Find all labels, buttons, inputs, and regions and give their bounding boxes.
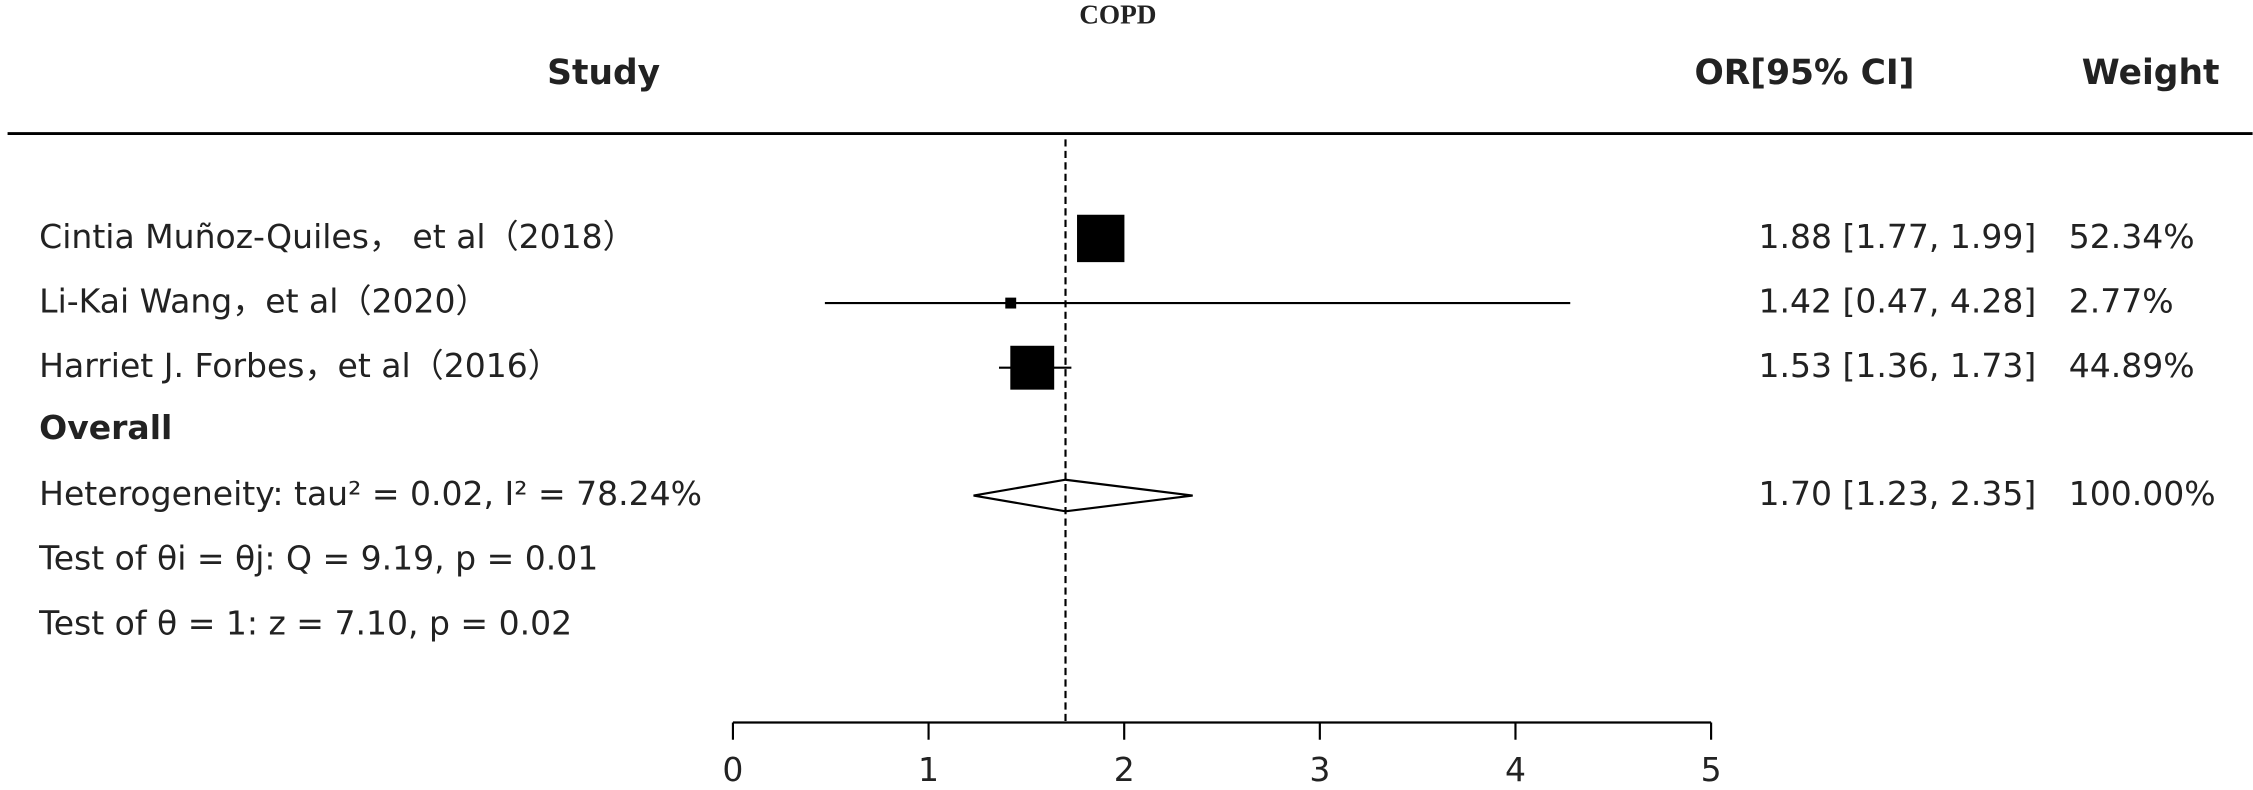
overall-label: Overall <box>39 408 172 447</box>
weight-label: 44.89% <box>2069 346 2195 385</box>
stat-text: Heterogeneity: tau² = 0.02, I² = 78.24% <box>39 474 702 513</box>
x-tick-label: 1 <box>918 750 939 789</box>
weight-label: 100.00% <box>2069 474 2216 513</box>
overall-diamond <box>973 478 1193 513</box>
effect-square <box>1010 345 1055 390</box>
weight-header: Weight <box>2082 53 2220 93</box>
stat-text: Test of θ = 1: z = 7.10, p = 0.02 <box>38 603 572 642</box>
estimate-label: 1.88 [1.77, 1.99] <box>1759 217 2037 256</box>
stat-text: Test of θi = θj: Q = 9.19, p = 0.01 <box>38 539 598 578</box>
effect-square <box>1005 297 1017 309</box>
chart-title: COPD <box>1079 0 1156 30</box>
estimate-label: 1.70 [1.23, 2.35] <box>1759 474 2037 513</box>
effect-square <box>1077 214 1125 263</box>
estimate-label: 1.42 [0.47, 4.28] <box>1759 282 2037 321</box>
estimate-header: OR[95% CI] <box>1694 53 1914 93</box>
study-label: Harriet J. Forbes，et al（2016） <box>39 346 561 385</box>
study-label: Li-Kai Wang，et al（2020） <box>39 282 488 321</box>
x-tick-label: 0 <box>722 750 743 789</box>
study-header: Study <box>547 53 660 93</box>
x-tick-label: 4 <box>1505 750 1526 789</box>
study-label: Cintia Muñoz-Quiles， et al（2018） <box>39 217 635 256</box>
weight-label: 2.77% <box>2069 282 2174 321</box>
weight-label: 52.34% <box>2069 217 2195 256</box>
x-tick-label: 2 <box>1114 750 1135 789</box>
x-tick-label: 5 <box>1701 750 1722 789</box>
x-tick-label: 3 <box>1309 750 1330 789</box>
estimate-label: 1.53 [1.36, 1.73] <box>1759 346 2037 385</box>
